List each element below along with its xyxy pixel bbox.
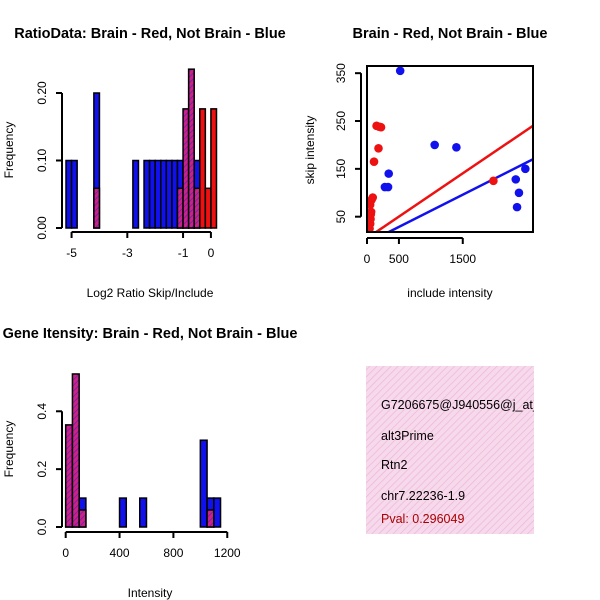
info-event-id: G7206675@J940556@j_at_LE [381,398,555,412]
intensity-hist-title: Gene Itensity: Brain - Red, Not Brain - … [3,326,298,342]
info-event-type: alt3Prime [381,429,434,443]
intensity-hist-bar-not-brain [199,439,208,528]
scatter-x-tick-label: 1500 [449,252,476,266]
scatter-point-brain [374,143,383,153]
ratio-hist-bar-brain [187,68,195,229]
scatter-xlabel: include intensity [407,286,492,300]
ratio-hist-bar-not-brain [165,159,173,229]
intensity-hist-bar-brain [78,509,87,528]
scatter-x-tick-label: 500 [389,252,409,266]
intensity-hist-ylabel: Frequency [2,421,16,478]
scatter-y-tick-label: 150 [334,159,348,179]
ratio-hist-y-tick-label: 0.10 [35,148,49,172]
scatter-y-tick-label: 350 [334,63,348,83]
ratio-hist-bar-brain [204,187,212,229]
intensity-hist-bar-not-brain [138,497,148,528]
scatter-axes: 0 500 1500 50 150 250 350 [334,63,476,266]
info-location: chr7.22236-1.9 [381,489,465,503]
scatter-point-not-brain [452,143,461,152]
scatter-frame [366,65,534,233]
ratio-hist-bar-not-brain [143,159,151,229]
ratio-hist-bar-brain [210,108,218,229]
scatter-point-not-brain [384,169,394,178]
scatter-point-not-brain [521,164,530,174]
ratio-hist-bar-brain [93,187,101,229]
intensity-hist-x-tick-label: 400 [110,546,130,560]
info-box-hatch [366,366,534,534]
intensity-hist-bar-brain [64,424,74,528]
ratio-hist-ylabel: Frequency [2,122,16,179]
intensity-hist-bars [64,373,222,528]
ratio-hist-x-tick-label: -3 [122,246,133,260]
ratio-histogram-panel: RatioData: Brain - Red, Not Brain - Blue… [2,26,286,300]
ratio-hist-bar-not-brain [154,159,162,229]
scatter-point-brain [369,157,379,166]
intensity-hist-bar-not-brain [213,497,222,528]
intensity-hist-x-tick-label: 0 [62,546,69,560]
scatter-x-tick-label: 0 [364,252,371,266]
scatter-point-not-brain [511,175,521,184]
scatter-fit-line-brain [373,124,533,232]
intensity-hist-y-tick-label: 0.4 [35,403,49,420]
scatter-point-brain [376,122,386,132]
ratio-hist-bar-not-brain [160,159,168,229]
ratio-hist-x-tick-label: 0 [208,246,215,260]
ratio-hist-bar-brain [193,187,201,229]
info-box: G7206675@J940556@j_at_LE alt3Prime Rtn2 … [366,366,555,534]
ratio-hist-bars [65,68,218,229]
scatter-point-brain [489,176,498,186]
intensity-hist-bar-brain [71,373,80,528]
intensity-hist-y-tick-label: 0.2 [35,460,49,477]
ratio-hist-xlabel: Log2 Ratio Skip/Include [87,286,214,300]
scatter-body [367,66,533,232]
scatter-point-brain [367,207,376,217]
scatter-y-tick-label: 250 [334,111,348,131]
ratio-hist-bar-brain [176,187,184,229]
intensity-hist-x-tick-label: 1200 [214,546,241,560]
intensity-hist-y-tick-label: 0.0 [35,518,49,535]
scatter-point-not-brain [430,140,439,150]
scatter-point-brain [368,193,378,202]
intensity-hist-x-tick-label: 800 [163,546,183,560]
intensity-hist-axes: 0 400 800 1200 0.0 0.2 0.4 [35,403,241,560]
scatter-point-not-brain [512,202,522,212]
info-pval: Pval: 0.296049 [381,512,464,526]
scatter-point-not-brain [514,188,524,198]
scatter-point-not-brain [383,182,393,192]
scatter-panel: Brain - Red, Not Brain - Blue 0 500 1500 50… [303,26,547,300]
scatter-ylabel: skip intensity [303,116,317,185]
ratio-hist-axes: -5 -3 -1 0 0.00 0.10 0.20 [35,81,215,260]
ratio-hist-title: RatioData: Brain - Red, Not Brain - Blue [14,26,286,42]
ratio-hist-x-tick-label: -5 [66,246,77,260]
ratio-hist-y-tick-label: 0.20 [35,81,49,105]
ratio-hist-bar-brain [182,108,190,229]
intensity-hist-bar-not-brain [118,497,128,528]
ratio-hist-bar-not-brain [148,159,156,229]
ratio-hist-bar-brain [199,108,207,229]
ratio-hist-x-tick-label: -1 [178,246,189,260]
intensity-histogram-panel: Gene Itensity: Brain - Red, Not Brain - … [2,326,297,600]
intensity-hist-bar-brain [206,509,215,528]
scatter-point-not-brain [395,66,405,76]
ratio-hist-bar-not-brain [65,159,73,229]
intensity-hist-xlabel: Intensity [128,586,173,600]
ratio-hist-bar-not-brain [171,159,179,229]
scatter-fit-line-not-brain [386,158,533,232]
scatter-title: Brain - Red, Not Brain - Blue [353,26,548,42]
info-gene-name: Rtn2 [381,458,407,472]
scatter-plot-area [367,66,533,232]
ratio-hist-bar-not-brain [70,159,78,229]
ratio-hist-y-tick-label: 0.00 [35,216,49,240]
ratio-hist-bar-not-brain [132,159,140,229]
scatter-y-tick-label: 50 [334,210,348,224]
